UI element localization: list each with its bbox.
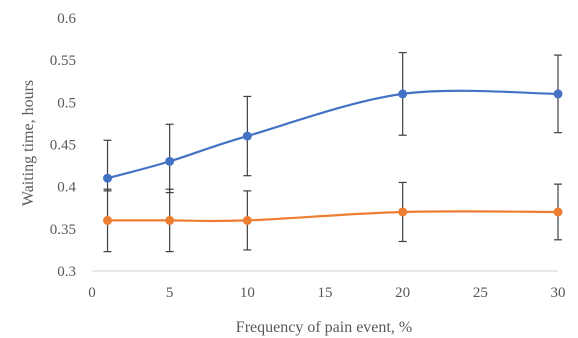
y-axis-title: Waiting time, hours (20, 80, 37, 206)
series-line (107, 89, 559, 180)
data-point (103, 173, 113, 183)
data-point (553, 89, 563, 99)
data-point (398, 207, 408, 217)
data-point (242, 131, 252, 141)
x-tick-label: 5 (166, 285, 174, 301)
data-point (165, 215, 175, 225)
data-point (398, 89, 408, 99)
x-tick-label: 25 (473, 285, 488, 301)
x-tick-label: 20 (395, 285, 410, 301)
y-tick-label: 0.35 (50, 222, 76, 238)
error-bar (103, 139, 112, 192)
x-tick-label: 30 (551, 285, 566, 301)
y-tick-label: 0.4 (57, 180, 76, 196)
series-2 (103, 181, 563, 253)
x-tick-label: 0 (88, 285, 96, 301)
series-1 (103, 51, 563, 194)
y-tick-label: 0.45 (50, 138, 76, 154)
x-tick-label: 15 (318, 285, 333, 301)
y-tick-label: 0.6 (57, 11, 76, 27)
data-point (165, 156, 175, 166)
y-tick-label: 0.5 (57, 95, 76, 111)
series-line (107, 210, 559, 223)
y-tick-label: 0.3 (57, 264, 76, 280)
chart-series (103, 51, 563, 253)
data-point (103, 215, 113, 225)
data-point (553, 207, 563, 217)
y-tick-label: 0.55 (50, 53, 76, 69)
x-tick-label: 10 (240, 285, 255, 301)
data-point (242, 215, 252, 225)
chart-axes: 0.3 0.35 0.4 0.45 0.5 0.55 0.6 0 5 10 15 20 25 30 (50, 11, 566, 301)
x-axis-title: Frequency of pain event, % (236, 319, 412, 336)
